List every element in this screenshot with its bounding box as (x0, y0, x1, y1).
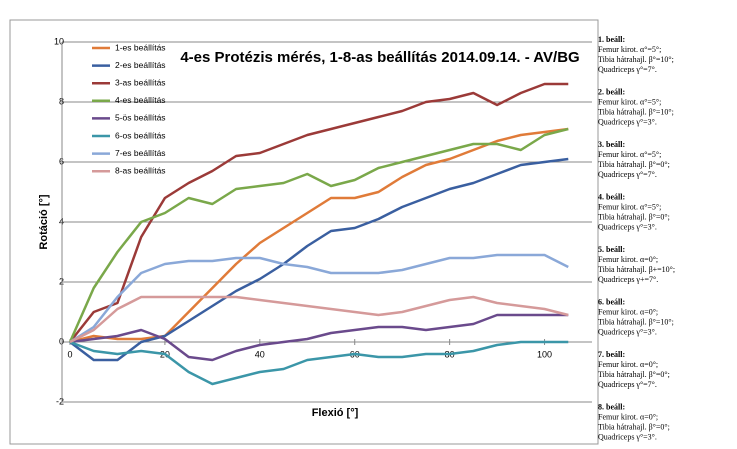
annotation: Quadriceps γ°=7°. (598, 170, 657, 179)
annotation: Quadriceps γ°=7°. (598, 65, 657, 74)
annotation: Quadriceps γ°=7°. (598, 380, 657, 389)
annotation: 4. beáll: (598, 192, 625, 201)
annotation: 5. beáll: (598, 245, 625, 254)
y-tick-label: 8 (59, 96, 64, 106)
y-tick-label: 0 (59, 336, 64, 346)
legend-label: 4-es beállítás (115, 95, 166, 105)
annotation: Tibia hátrahajl. β°=0°; (598, 422, 670, 431)
annotation: Tibia hátrahajl. β°=10°; (598, 317, 674, 326)
series-line (69, 295, 569, 344)
legend-label: 5-ös beállítás (115, 113, 166, 123)
annotation: Femur kirot. α=0°; (598, 360, 658, 369)
legend-label: 8-as beállítás (115, 165, 166, 175)
annotation: 8. beáll: (598, 402, 625, 411)
x-tick-label: 40 (255, 349, 265, 359)
legend-label: 3-as beállítás (115, 77, 166, 87)
annotation: Femur kirot. α°=5°; (598, 202, 661, 211)
annotation: 3. beáll: (598, 140, 625, 149)
legend-label: 7-es beállítás (115, 148, 166, 158)
series-line (69, 253, 569, 344)
series-line (69, 313, 569, 362)
annotation: Tibia hátrahajl. β°=10°; (598, 107, 674, 116)
annotation: 7. beáll: (598, 350, 625, 359)
x-tick-label: 100 (537, 349, 552, 359)
y-tick-label: -2 (56, 396, 64, 406)
annotation: Femur kirot. α°=5°; (598, 150, 661, 159)
y-axis-label: Rotáció [°] (38, 194, 50, 249)
series-line (69, 127, 569, 344)
x-axis-label: Flexió [°] (312, 407, 359, 419)
legend-label: 2-es beállítás (115, 60, 166, 70)
annotation: Quadriceps γ°=3°. (598, 432, 657, 441)
chart-frame (9, 19, 599, 445)
annotation: Quadriceps γ°=3°. (598, 327, 657, 336)
annotation: Femur kirot. α=0°; (598, 255, 658, 264)
annotation: Tibia hátrahajl. β°=10°; (598, 55, 674, 64)
annotation: Tibia hátrahajl. β+=10°; (598, 265, 675, 274)
legend-label: 1-es beállítás (115, 42, 166, 52)
annotation: Quadriceps γ°=3°. (598, 117, 657, 126)
y-tick-label: 10 (54, 36, 64, 46)
y-tick-label: 4 (59, 216, 64, 226)
y-tick-label: 2 (59, 276, 64, 286)
annotation: Femur kirot. α=0°; (598, 412, 658, 421)
chart-title: 4-es Protézis mérés, 1-8-as beállítás 20… (180, 49, 579, 66)
y-tick-label: 6 (59, 156, 64, 166)
annotation: Femur kirot. α°=5°; (598, 97, 661, 106)
annotation: Femur kirot. α°=5°; (598, 45, 661, 54)
annotation: Quadriceps γ+=7°. (598, 275, 658, 284)
annotation: Quadriceps γ°=3°. (598, 222, 657, 231)
annotation: Tibia hátrahajl. β°=0°; (598, 160, 670, 169)
series-line (69, 340, 569, 386)
annotation: 2. beáll: (598, 87, 625, 96)
annotation: Tibia hátrahajl. β°=0°; (598, 370, 670, 379)
annotation: 6. beáll: (598, 297, 625, 306)
annotation: 1. beáll: (598, 35, 625, 44)
series-line (68, 127, 569, 343)
legend-label: 6-os beállítás (115, 130, 166, 140)
x-tick-label: 0 (67, 349, 72, 359)
series-line (69, 157, 569, 362)
annotation: Tibia hátrahajl. β°=0°; (598, 212, 670, 221)
annotation: Femur kirot. α=0°; (598, 307, 658, 316)
